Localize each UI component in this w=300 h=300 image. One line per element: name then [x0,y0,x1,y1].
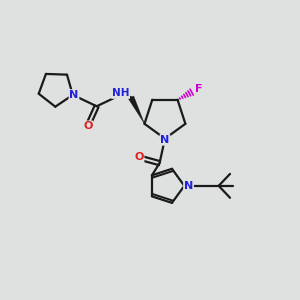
Text: NH: NH [112,88,129,98]
Text: N: N [160,135,170,145]
Text: F: F [195,84,202,94]
Text: O: O [134,152,144,163]
Text: N: N [184,181,193,191]
Polygon shape [128,96,145,124]
Text: N: N [69,90,79,100]
Text: O: O [83,121,92,131]
